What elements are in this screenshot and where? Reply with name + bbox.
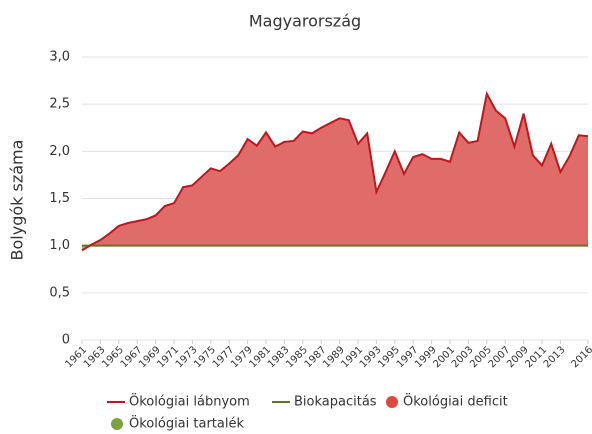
y-tick-label: 1,0 bbox=[49, 238, 70, 253]
y-tick-label: 1,5 bbox=[49, 191, 70, 206]
legend-swatch bbox=[111, 418, 123, 430]
legend-swatch bbox=[386, 396, 398, 408]
y-tick-label: 0,5 bbox=[49, 285, 70, 300]
y-tick-label: 2,5 bbox=[49, 97, 70, 112]
y-tick-label: 0 bbox=[62, 333, 70, 348]
y-axis-label: Bolygók száma bbox=[8, 140, 27, 261]
deficit-area bbox=[82, 93, 588, 246]
x-tick-label: 2016 bbox=[569, 344, 592, 370]
x-tick-label: 2013 bbox=[542, 344, 568, 370]
chart-title: Magyarország bbox=[249, 12, 361, 31]
y-tick-label: 2,0 bbox=[49, 144, 70, 159]
y-tick-label: 3,0 bbox=[49, 50, 70, 65]
legend-label: Ökológiai tartalék bbox=[129, 415, 244, 432]
footprint-line bbox=[81, 90, 589, 252]
legend-label: Ökológiai deficit bbox=[403, 393, 508, 410]
legend-label: Biokapacitás bbox=[294, 395, 377, 410]
legend-label: Ökológiai lábnyom bbox=[129, 393, 250, 410]
